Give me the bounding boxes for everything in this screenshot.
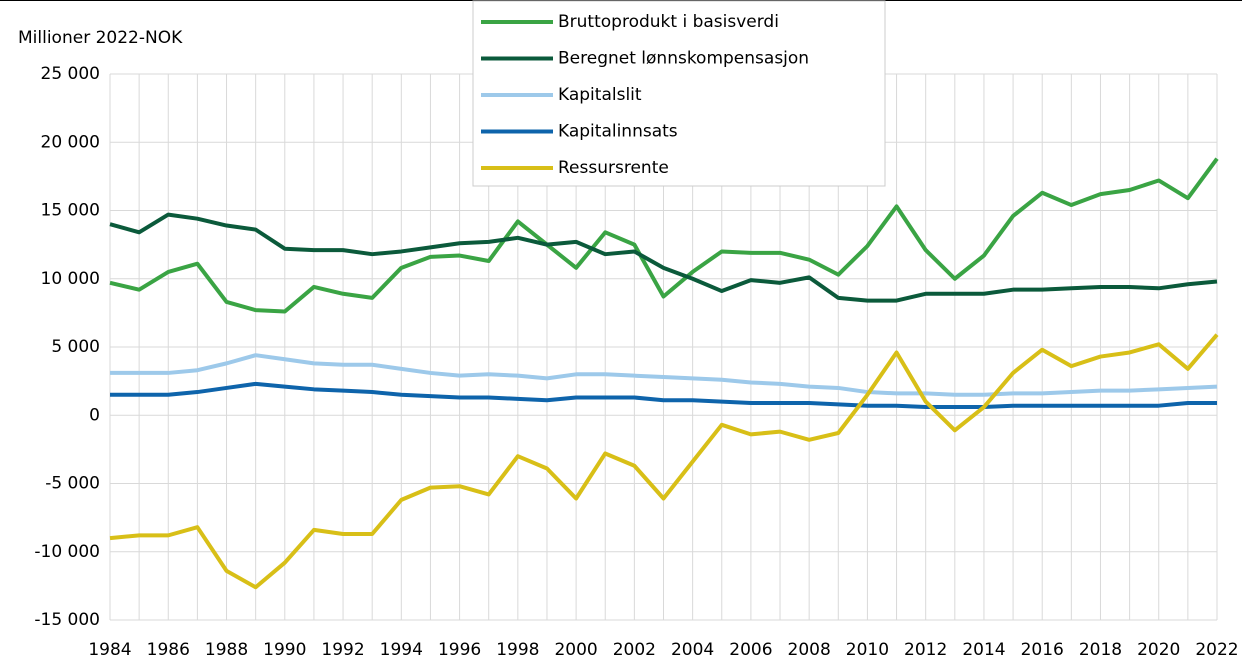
lines [109,157,1219,590]
x-tick-label: 1992 [321,640,364,660]
legend-label: Bruttoprodukt i basisverdi [558,12,779,32]
series-line [109,212,1218,303]
x-tick-label: 2008 [788,640,831,660]
x-tick-label: 1994 [380,640,423,660]
x-tick-label: 2000 [554,640,597,660]
legend-label: Ressursrente [558,158,669,178]
legend-label: Kapitalslit [558,85,642,105]
x-tick-label: 2022 [1195,640,1238,660]
y-tick-label: -5 000 [45,474,100,494]
series-line [109,157,1219,314]
x-tick-label: 2012 [904,640,947,660]
x-tick-label: 2006 [729,640,772,660]
y-tick-label: -15 000 [34,610,100,630]
x-tick-label: 2018 [1079,640,1122,660]
x-tick-label: 1988 [205,640,248,660]
legend-label: Beregnet lønnskompensasjon [558,49,809,69]
grid [109,73,1218,621]
x-tick-label: 2020 [1137,640,1180,660]
y-tick-label: 15 000 [41,201,100,221]
y-tick-label: 10 000 [41,269,100,289]
legend: Bruttoprodukt i basisverdi Beregnet lønns… [472,0,886,187]
legend-label: Kapitalinnsats [558,122,678,142]
x-tick-label: 1990 [263,640,306,660]
y-tick-label: 5 000 [51,337,100,357]
y-tick-label: 0 [89,405,100,425]
x-tick-label: 1986 [147,640,190,660]
series-line [109,333,1219,590]
x-tick-label: 1998 [496,640,539,660]
x-tick-label: 1996 [438,640,481,660]
series-line [110,353,1218,397]
x-tick-label: 2014 [962,640,1005,660]
y-tick-label: 25 000 [41,64,100,84]
x-tick-label: 2010 [846,640,889,660]
y-tick-label: 20 000 [41,132,100,152]
y-tick-label: -10 000 [34,542,100,562]
series-line [110,381,1217,410]
x-tick-label: 1984 [88,640,131,660]
y-axis-label: Millioner 2022-NOK [18,28,183,48]
x-tick-label: 2004 [671,640,714,660]
x-tick-label: 2016 [1021,640,1064,660]
x-tick-label: 2002 [613,640,656,660]
